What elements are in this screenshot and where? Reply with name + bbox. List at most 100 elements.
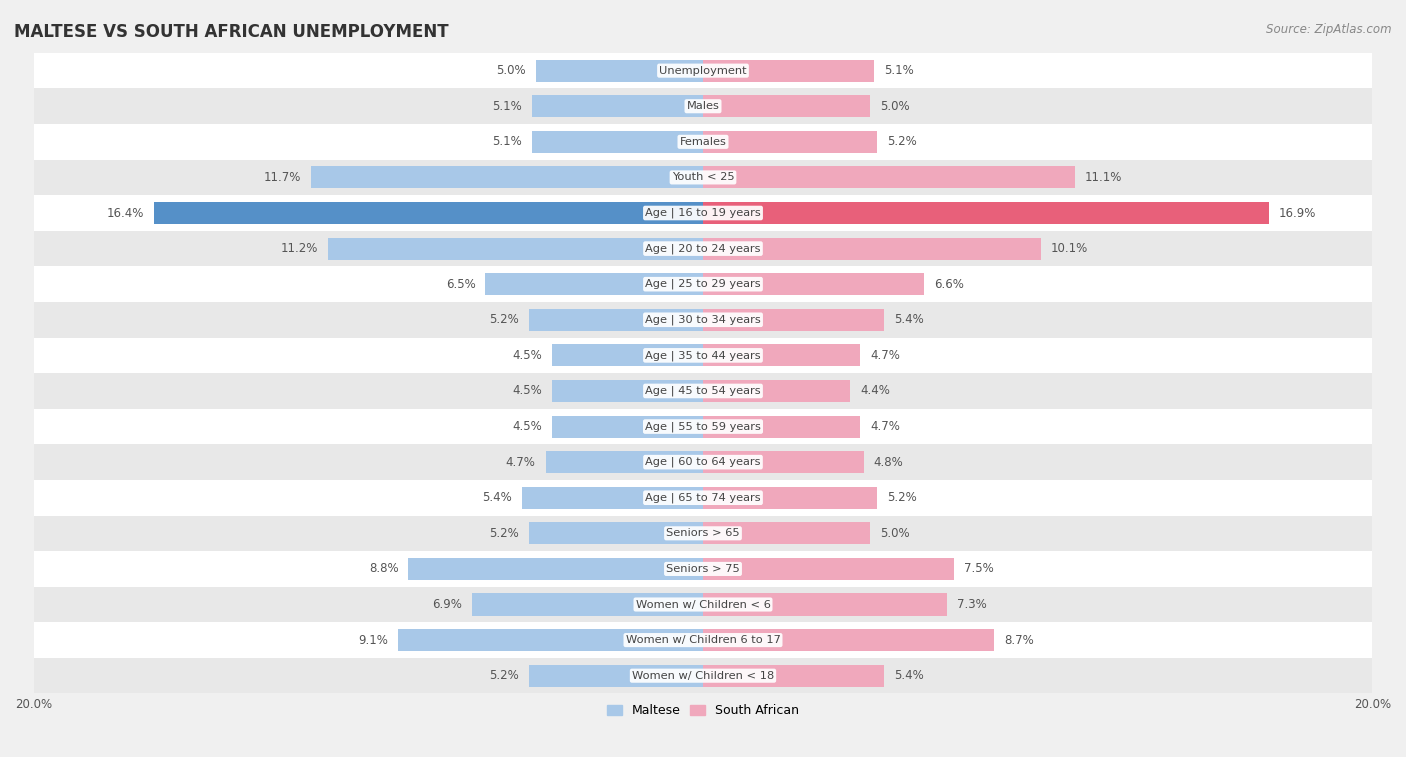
Bar — [703, 309, 884, 331]
Bar — [553, 344, 703, 366]
Text: 8.8%: 8.8% — [368, 562, 398, 575]
Bar — [529, 309, 703, 331]
Text: 11.7%: 11.7% — [264, 171, 301, 184]
Bar — [34, 587, 1372, 622]
Text: 5.4%: 5.4% — [894, 669, 924, 682]
Text: Women w/ Children < 6: Women w/ Children < 6 — [636, 600, 770, 609]
Text: Age | 35 to 44 years: Age | 35 to 44 years — [645, 350, 761, 360]
Bar — [533, 95, 703, 117]
Bar — [703, 380, 851, 402]
Bar — [34, 231, 1372, 266]
Text: Males: Males — [686, 101, 720, 111]
Text: 11.2%: 11.2% — [281, 242, 318, 255]
Text: 16.4%: 16.4% — [107, 207, 143, 220]
Bar — [703, 558, 955, 580]
Bar — [34, 551, 1372, 587]
Text: 4.7%: 4.7% — [506, 456, 536, 469]
Bar — [34, 516, 1372, 551]
Bar — [522, 487, 703, 509]
Text: 10.1%: 10.1% — [1052, 242, 1088, 255]
Bar — [533, 131, 703, 153]
Text: 4.5%: 4.5% — [513, 385, 543, 397]
Text: 4.7%: 4.7% — [870, 420, 900, 433]
Text: 4.7%: 4.7% — [870, 349, 900, 362]
Bar — [703, 451, 863, 473]
Text: 5.0%: 5.0% — [880, 527, 910, 540]
Bar — [34, 409, 1372, 444]
Text: 5.0%: 5.0% — [880, 100, 910, 113]
Text: 6.6%: 6.6% — [934, 278, 965, 291]
Text: 4.8%: 4.8% — [873, 456, 904, 469]
Bar — [546, 451, 703, 473]
Bar — [703, 202, 1268, 224]
Bar — [34, 480, 1372, 516]
Text: Age | 65 to 74 years: Age | 65 to 74 years — [645, 493, 761, 503]
Bar — [553, 380, 703, 402]
Text: 5.1%: 5.1% — [884, 64, 914, 77]
Text: 5.2%: 5.2% — [489, 527, 519, 540]
Bar — [34, 89, 1372, 124]
Text: 5.2%: 5.2% — [489, 669, 519, 682]
Text: 4.5%: 4.5% — [513, 420, 543, 433]
Bar — [34, 124, 1372, 160]
Text: 6.5%: 6.5% — [446, 278, 475, 291]
Bar — [34, 160, 1372, 195]
Text: 5.2%: 5.2% — [887, 136, 917, 148]
Bar — [703, 167, 1074, 188]
Bar — [34, 302, 1372, 338]
Bar — [703, 629, 994, 651]
Text: Age | 45 to 54 years: Age | 45 to 54 years — [645, 386, 761, 396]
Text: Youth < 25: Youth < 25 — [672, 173, 734, 182]
Bar — [703, 60, 873, 82]
Text: 8.7%: 8.7% — [1004, 634, 1033, 646]
Bar — [703, 416, 860, 438]
Bar — [34, 373, 1372, 409]
Bar — [398, 629, 703, 651]
Text: Source: ZipAtlas.com: Source: ZipAtlas.com — [1267, 23, 1392, 36]
Text: 4.4%: 4.4% — [860, 385, 890, 397]
Text: 7.5%: 7.5% — [965, 562, 994, 575]
Bar — [536, 60, 703, 82]
Bar — [703, 593, 948, 615]
Bar — [409, 558, 703, 580]
Bar — [34, 658, 1372, 693]
Bar — [34, 53, 1372, 89]
Bar — [311, 167, 703, 188]
Text: MALTESE VS SOUTH AFRICAN UNEMPLOYMENT: MALTESE VS SOUTH AFRICAN UNEMPLOYMENT — [14, 23, 449, 41]
Text: Unemployment: Unemployment — [659, 66, 747, 76]
Text: 9.1%: 9.1% — [359, 634, 388, 646]
Text: 5.2%: 5.2% — [887, 491, 917, 504]
Text: 5.4%: 5.4% — [894, 313, 924, 326]
Text: Seniors > 75: Seniors > 75 — [666, 564, 740, 574]
Text: 5.1%: 5.1% — [492, 100, 522, 113]
Bar — [34, 266, 1372, 302]
Bar — [703, 238, 1040, 260]
Bar — [529, 665, 703, 687]
Bar — [34, 622, 1372, 658]
Bar — [529, 522, 703, 544]
Text: Women w/ Children 6 to 17: Women w/ Children 6 to 17 — [626, 635, 780, 645]
Bar — [34, 338, 1372, 373]
Text: Females: Females — [679, 137, 727, 147]
Text: Age | 60 to 64 years: Age | 60 to 64 years — [645, 457, 761, 467]
Bar — [553, 416, 703, 438]
Text: 5.0%: 5.0% — [496, 64, 526, 77]
Text: 4.5%: 4.5% — [513, 349, 543, 362]
Text: 5.4%: 5.4% — [482, 491, 512, 504]
Bar — [703, 344, 860, 366]
Bar — [703, 522, 870, 544]
Bar — [472, 593, 703, 615]
Bar — [703, 487, 877, 509]
Bar — [703, 665, 884, 687]
Text: 11.1%: 11.1% — [1084, 171, 1122, 184]
Text: Women w/ Children < 18: Women w/ Children < 18 — [631, 671, 775, 681]
Text: Age | 30 to 34 years: Age | 30 to 34 years — [645, 314, 761, 325]
Bar — [703, 95, 870, 117]
Text: Age | 55 to 59 years: Age | 55 to 59 years — [645, 422, 761, 431]
Text: 16.9%: 16.9% — [1278, 207, 1316, 220]
Bar — [34, 444, 1372, 480]
Bar — [703, 273, 924, 295]
Text: 5.2%: 5.2% — [489, 313, 519, 326]
Text: 6.9%: 6.9% — [432, 598, 463, 611]
Text: 7.3%: 7.3% — [957, 598, 987, 611]
